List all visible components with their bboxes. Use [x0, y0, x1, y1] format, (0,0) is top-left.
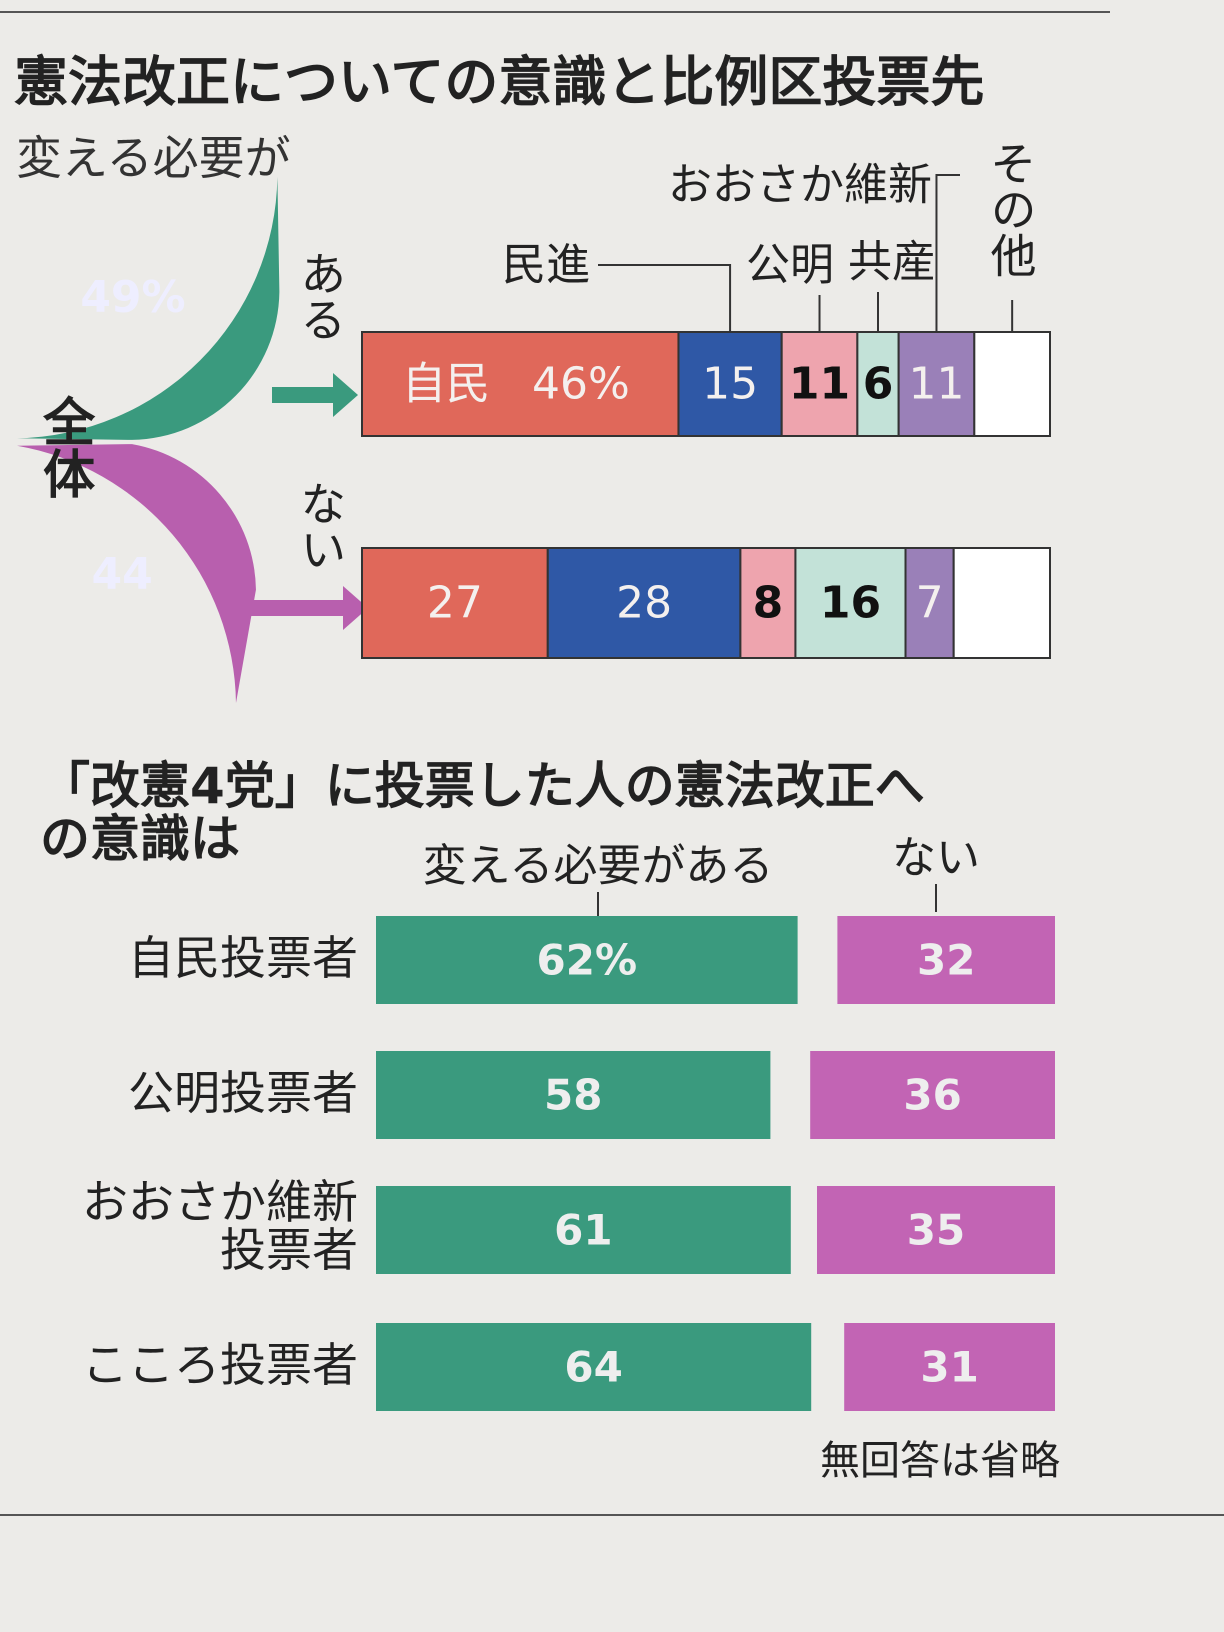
category-label: 公明投票者 — [128, 1066, 358, 1120]
value-label: 61 — [554, 1206, 612, 1255]
series-name: 民進 — [502, 240, 590, 291]
value-label: 27 — [427, 578, 483, 629]
fan-sector — [17, 177, 280, 440]
value-label: 35 — [907, 1206, 965, 1255]
bar-segment — [546, 547, 742, 659]
bar — [376, 1051, 771, 1139]
value-label: 32 — [917, 936, 975, 985]
fan-label: 全体 — [33, 395, 94, 499]
value-label: 62% — [537, 936, 638, 985]
fan-value-label: 49% — [80, 272, 185, 323]
bar — [376, 1323, 812, 1411]
series-name: 自民 — [402, 359, 490, 410]
value-label: 11 — [789, 359, 850, 410]
bar-segment — [739, 547, 797, 659]
note: 無回答は省略 — [820, 1438, 1060, 1484]
value-label: 15 — [702, 359, 758, 410]
value-label: 36 — [903, 1071, 961, 1120]
fan-value-label: 44 — [92, 549, 153, 600]
category-label: ある — [293, 250, 348, 342]
bar-segment — [794, 547, 907, 659]
category-label: こころ投票者 — [82, 1338, 358, 1392]
bar — [817, 1186, 1055, 1274]
value-label: 6 — [863, 359, 894, 410]
series-name: 公明 — [746, 240, 834, 291]
value-label: 58 — [544, 1071, 602, 1120]
chart-title: 「改憲4党」に投票した人の憲法改正への意識は — [40, 757, 925, 868]
bar-segment — [973, 331, 1052, 437]
bar-segment — [361, 547, 549, 659]
value-label: 64 — [564, 1343, 622, 1392]
bar-segment — [897, 331, 976, 437]
chart-subtitle: 変える必要が — [16, 131, 291, 185]
chart-title: 憲法改正についての意識と比例区投票先 — [14, 51, 984, 114]
series-name: 共産 — [848, 237, 936, 288]
series-name: おおさか維新 — [668, 160, 932, 211]
value-label: 46% — [532, 359, 630, 410]
fan-sector — [17, 444, 256, 703]
bar — [837, 916, 1055, 1004]
leader — [598, 264, 732, 332]
bar-segment — [856, 331, 900, 437]
category-label: ない — [293, 480, 348, 572]
legend-label: 変える必要がある — [423, 841, 774, 892]
arrow-head — [333, 373, 358, 417]
arrow-head — [343, 586, 368, 630]
leader — [935, 174, 960, 332]
value-label: 11 — [908, 359, 964, 410]
value-label: 16 — [820, 578, 881, 629]
bar-segment — [361, 331, 680, 437]
bar-segment — [952, 547, 1051, 659]
value-label: 8 — [753, 578, 784, 629]
bar — [810, 1051, 1055, 1139]
value-label: 31 — [920, 1343, 978, 1392]
bar — [376, 1186, 791, 1274]
series-name: その他 — [983, 140, 1038, 278]
bar — [844, 1323, 1055, 1411]
bar — [376, 916, 798, 1004]
value-label: 28 — [616, 578, 672, 629]
bar-segment — [780, 331, 859, 437]
category-label: 自民投票者 — [128, 931, 358, 985]
category-label: おおさか維新投票者 — [82, 1175, 358, 1278]
value-label: 7 — [916, 578, 944, 629]
legend-label: ない — [892, 833, 980, 884]
